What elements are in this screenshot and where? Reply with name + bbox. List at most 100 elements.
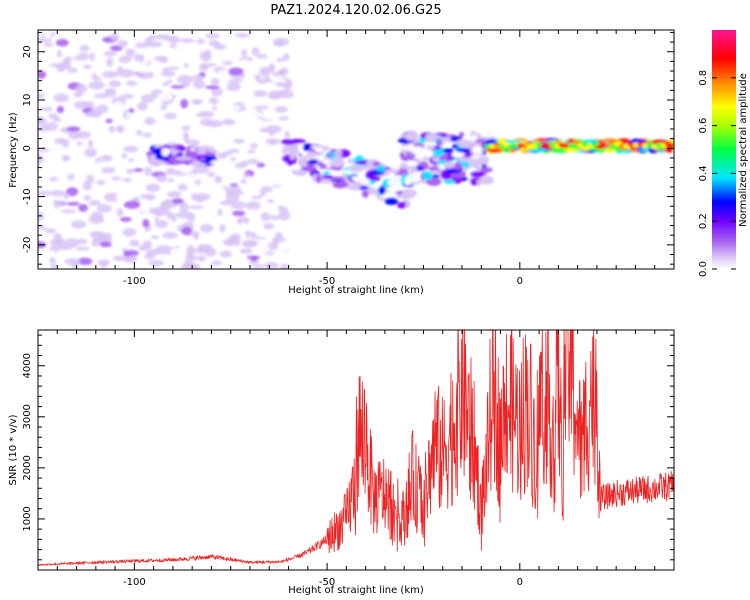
heatmap-cell: [145, 183, 161, 192]
heatmap-cell: [123, 146, 139, 153]
heatmap-cell: [154, 219, 169, 229]
heatmap-cell: [83, 224, 95, 231]
heatmap-cell: [48, 177, 59, 182]
heatmap-cell: [233, 138, 245, 144]
heatmap-cell: [443, 162, 456, 169]
heatmap-cell: [183, 63, 189, 69]
heatmap-cell: [117, 66, 124, 74]
heatmap-cell: [281, 138, 297, 145]
heatmap-cell: [315, 175, 322, 184]
heatmap-cell: [208, 97, 219, 105]
heatmap-cell: [372, 161, 381, 167]
spectrogram-heatmap: [38, 30, 674, 269]
heatmap-cell: [86, 174, 94, 182]
heatmap-cell: [96, 104, 109, 114]
heatmap-cell: [480, 132, 494, 138]
heatmap-cell: [44, 42, 54, 47]
heatmap-cell: [240, 49, 248, 57]
heatmap-cell: [128, 108, 135, 114]
snr-ticks: -100 -50 0 1000 2000 3000 4000: [22, 330, 675, 588]
heatmap-cell: [132, 61, 144, 70]
snr-series-line: [38, 330, 674, 567]
heatmap-cell: [245, 230, 252, 238]
heatmap-cell: [104, 88, 117, 93]
heatmap-cell: [268, 90, 285, 99]
colorbar-gradient: [712, 30, 736, 269]
heatmap-cell: [103, 192, 121, 202]
heatmap-cell: [269, 215, 280, 221]
heatmap-cell: [430, 170, 445, 174]
figure-title: PAZ1.2024.120.02.06.G25: [270, 3, 441, 18]
y-tick-label: -20: [22, 237, 33, 253]
heatmap-cell: [297, 143, 304, 151]
heatmap-cell: [207, 119, 223, 128]
heatmap-cell: [44, 228, 56, 234]
heatmap-cell: [123, 200, 141, 209]
heatmap-cell: [368, 176, 381, 182]
heatmap-cell: [385, 168, 400, 174]
heatmap-cell: [405, 200, 411, 208]
heatmap-cell: [83, 179, 95, 184]
heatmap-cell: [188, 205, 204, 210]
heatmap-cell: [272, 42, 285, 47]
heatmap-cell: [87, 139, 94, 148]
heatmap-cell: [265, 138, 282, 145]
heatmap-cell: [100, 154, 113, 162]
heatmap-cell: [76, 257, 93, 266]
heatmap-cell: [179, 202, 189, 212]
heatmap-cell: [116, 191, 123, 200]
spectrogram-xlabel: Height of straight line (km): [288, 285, 424, 296]
heatmap-cell: [351, 175, 359, 181]
heatmap-cell: [470, 170, 485, 178]
heatmap-cell: [43, 31, 51, 40]
heatmap-cell: [277, 244, 290, 253]
heatmap-cell: [160, 70, 176, 77]
heatmap-cell: [426, 141, 437, 146]
heatmap-cell: [256, 54, 268, 59]
heatmap-cell: [452, 162, 463, 171]
colorbar-ticks: 0.0 0.2 0.4 0.6 0.8: [698, 70, 736, 277]
heatmap-cell: [260, 212, 270, 222]
heatmap-cell: [175, 41, 188, 51]
heatmap-cell: [148, 125, 159, 135]
heatmap-cell: [64, 238, 80, 248]
heatmap-cell: [256, 162, 266, 168]
heatmap-cell: [222, 60, 234, 66]
heatmap-cell: [222, 118, 236, 126]
heatmap-cell: [239, 59, 251, 67]
heatmap-cell: [200, 51, 212, 62]
heatmap-cell: [75, 246, 90, 251]
heatmap-cell: [246, 159, 260, 165]
heatmap-cell: [339, 179, 346, 187]
y-tick-label: 4000: [22, 353, 33, 378]
heatmap-cell: [133, 168, 144, 172]
heatmap-cell: [59, 139, 71, 144]
heatmap-cell: [192, 165, 210, 174]
heatmap-cell: [376, 165, 386, 172]
colorbar-tick-label: 0.8: [698, 70, 709, 86]
heatmap-cell: [169, 247, 183, 256]
heatmap-cell: [155, 68, 162, 74]
heatmap-cell: [106, 57, 114, 67]
heatmap-cell: [166, 262, 176, 269]
heatmap-cell: [240, 160, 249, 166]
heatmap-cell: [386, 186, 404, 191]
heatmap-cell: [49, 256, 57, 264]
heatmap-cell: [191, 52, 198, 58]
heatmap-cell: [121, 153, 128, 159]
spectrogram-ylabel: Frequency (Hz): [8, 112, 19, 188]
heatmap-cell: [79, 45, 90, 52]
heatmap-cell: [192, 74, 203, 81]
y-tick-label: 3000: [22, 404, 33, 429]
heatmap-cell: [84, 111, 102, 118]
heatmap-cell: [50, 190, 67, 197]
heatmap-cell: [323, 171, 330, 175]
heatmap-cell: [326, 153, 333, 158]
heatmap-cell: [142, 132, 153, 138]
x-tick-label: -50: [319, 577, 335, 588]
heatmap-cell: [205, 33, 220, 39]
heatmap-cell: [284, 86, 292, 91]
heatmap-cell: [346, 159, 355, 164]
heatmap-cell: [213, 44, 227, 50]
heatmap-cell: [319, 163, 327, 169]
